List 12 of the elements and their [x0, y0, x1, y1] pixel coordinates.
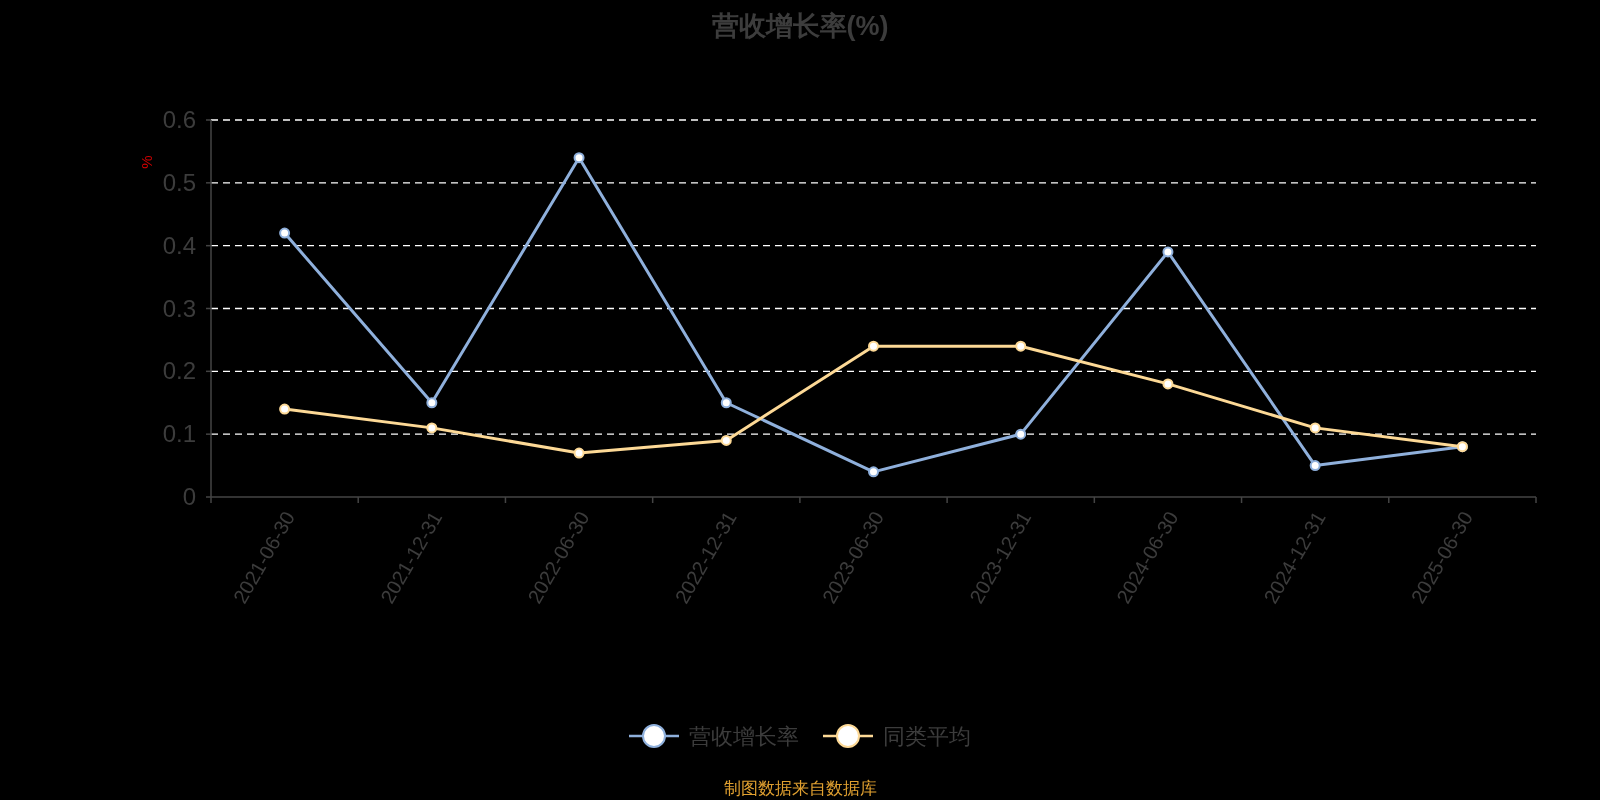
y-axis-title: %: [138, 155, 155, 169]
text: 制图数据来自数据库: [723, 779, 877, 798]
y-tick-label: 0.3: [162, 294, 196, 322]
y-tick-label: 0.4: [162, 231, 196, 259]
y-tick-label: 0.2: [162, 357, 196, 385]
legend-label: 同类平均: [883, 724, 971, 749]
y-tick-label: 0: [182, 483, 196, 510]
y-tick-label: 0.1: [162, 420, 196, 448]
chart-title: 营收增长率(%): [710, 11, 889, 41]
y-tick-label: 0.6: [162, 106, 196, 133]
legend-label: 营收增长率: [689, 724, 799, 749]
y-tick-label: 0.5: [162, 168, 196, 196]
